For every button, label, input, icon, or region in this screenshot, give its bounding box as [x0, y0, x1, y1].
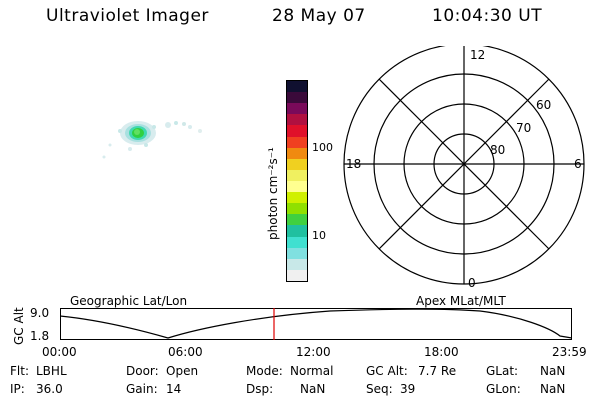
status-seq-value: 39 — [400, 382, 416, 396]
time-tick-1800: 18:00 — [424, 345, 459, 359]
colorbar-segment — [287, 169, 307, 181]
orbit-altitude-curve — [60, 308, 572, 339]
colorbar-segment — [287, 103, 307, 115]
mlt-label-6: 6 — [574, 157, 582, 171]
colorbar-segment — [287, 247, 307, 259]
status-gcalt-label: GC Alt: — [366, 364, 408, 378]
time-tick-0000: 00:00 — [42, 345, 77, 359]
status-gain-value: 14 — [166, 382, 182, 396]
colorbar-segment — [287, 203, 307, 215]
orbit-ylabel: GC Alt — [12, 307, 26, 345]
status-mode-value: Normal — [290, 364, 334, 378]
lat-label-70: 70 — [516, 121, 531, 135]
mlt-label-0: 0 — [468, 276, 476, 290]
status-gain-label: Gain: — [126, 382, 158, 396]
date-label: 28 May 07 — [272, 6, 366, 26]
colorbar-segment — [287, 136, 307, 148]
status-dsp-label: Dsp: — [246, 382, 274, 396]
colorbar-segment — [287, 192, 307, 204]
status-flt-value: LBHL — [36, 364, 67, 378]
auroral-blob — [102, 121, 202, 159]
colorbar-segment — [287, 158, 307, 170]
orbit-right-title: Apex MLat/MLT — [416, 294, 506, 308]
colorbar-segment — [287, 269, 307, 281]
instrument-title: Ultraviolet Imager — [46, 6, 209, 26]
colorbar-segment — [287, 114, 307, 126]
colorbar-segment — [287, 180, 307, 193]
status-door-label: Door: — [126, 364, 159, 378]
colorbar-segment — [287, 81, 307, 93]
colorbar-tick-100: 100 — [312, 141, 333, 154]
status-glat-value: NaN — [540, 364, 566, 378]
colorbar-segment — [287, 92, 307, 104]
lat-label-60: 60 — [536, 98, 551, 112]
mlt-label-18: 18 — [346, 157, 361, 171]
time-tick-0600: 06:00 — [168, 345, 203, 359]
orbit-left-title: Geographic Lat/Lon — [70, 294, 188, 308]
auroral-image — [102, 121, 202, 159]
lat-label-80: 80 — [490, 143, 505, 157]
status-gcalt-value: 7.7 Re — [418, 364, 457, 378]
colorbar — [286, 80, 308, 282]
polar-diagonal-2 — [378, 78, 550, 250]
colorbar-segment — [287, 225, 307, 237]
status-glon-value: NaN — [540, 382, 566, 396]
time-label: 10:04:30 UT — [432, 6, 543, 26]
colorbar-unit-label: photon cm⁻²s⁻¹ — [266, 147, 280, 240]
status-ip-value: 36.0 — [36, 382, 63, 396]
colorbar-segment — [287, 236, 307, 248]
orbit-plot-frame — [60, 308, 572, 340]
status-flt-label: Flt: — [10, 364, 29, 378]
orbit-plot — [60, 308, 572, 340]
status-door-value: Open — [166, 364, 199, 378]
colorbar-segment — [287, 258, 307, 270]
colorbar-segment — [287, 147, 307, 159]
colorbar-segment — [287, 125, 307, 137]
orbit-ytick-low: 1.8 — [30, 329, 50, 343]
status-glon-label: GLon: — [486, 382, 521, 396]
mlt-label-12: 12 — [470, 48, 485, 62]
orbit-ytick-high: 9.0 — [30, 306, 50, 320]
colorbar-segment — [287, 214, 307, 226]
colorbar-tick-10: 10 — [312, 229, 326, 242]
status-glat-label: GLat: — [486, 364, 519, 378]
time-tick-1200: 12:00 — [296, 345, 331, 359]
status-dsp-value: NaN — [300, 382, 326, 396]
status-mode-label: Mode: — [246, 364, 283, 378]
time-tick-2359: 23:59 — [552, 345, 587, 359]
status-ip-label: IP: — [10, 382, 25, 396]
polar-plot: 12 18 6 0 60 70 80 — [343, 46, 585, 290]
status-seq-label: Seq: — [366, 382, 393, 396]
